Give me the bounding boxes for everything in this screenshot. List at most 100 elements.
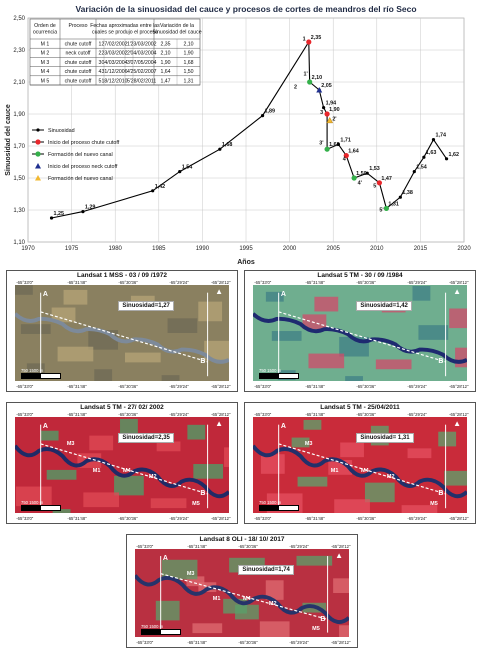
table-cell: M 2	[41, 51, 50, 57]
coordinate-label-bottom: -65°29'24"	[169, 384, 189, 389]
legend-label: Inicio del proceso chute cutoff	[48, 140, 120, 146]
chart-axes: 1,10 1,30 1,50 1,70 1,90 2,10 2,30 2,50 1970 1975…	[13, 16, 471, 252]
coordinate-label-top: -65°28'12"	[331, 544, 351, 549]
coordinate-label-bottom: -65°30'36"	[118, 384, 138, 389]
table-cell: chute cutoff	[65, 78, 92, 84]
meander-label: M4	[361, 467, 369, 474]
field-patch	[161, 559, 198, 580]
data-label: 1,64	[348, 149, 359, 155]
table-cell: 3'	[127, 60, 131, 66]
scale-bar	[21, 505, 61, 511]
data-label: 1,54	[182, 165, 193, 171]
meander-label: M4	[123, 467, 131, 474]
field-patch	[156, 441, 181, 452]
scale-label: 750 1500 m	[21, 368, 44, 373]
table-cell: 1'	[127, 42, 131, 48]
y-tick-label: 1,30	[13, 208, 25, 214]
satellite-image	[15, 285, 229, 381]
chart-title: Variación de la sinuosidad del cauce y p…	[75, 4, 416, 14]
chute-start-marker	[324, 111, 330, 117]
field-patch	[375, 359, 412, 370]
chart-series: 1,25 1,29 1,42 1,54 1,68 1,89 2,35 2,10 2,05 1,94…	[49, 35, 459, 220]
table-cell: 3	[99, 60, 102, 66]
coordinate-label-bottom: -65°33'0"	[136, 640, 154, 645]
legend-triangle-swatch	[35, 175, 41, 181]
field-patch	[297, 476, 328, 487]
neck-new-marker	[326, 116, 334, 124]
table-cell: 1,47	[160, 78, 170, 84]
field-patch	[412, 285, 431, 301]
field-patch	[265, 291, 284, 302]
table-cell: 4'	[127, 69, 131, 75]
scale-label: 750 1500 m	[21, 500, 44, 505]
data-point	[178, 170, 182, 174]
coordinate-label-top: -65°33'0"	[16, 412, 34, 417]
field-patch	[314, 296, 339, 312]
data-label: 1,42	[155, 184, 166, 190]
process-point-label: 3	[320, 110, 323, 116]
meander-label: M2	[268, 601, 277, 608]
data-label: 1,31	[388, 201, 399, 207]
coordinate-label-bottom: -65°31'48"	[305, 384, 325, 389]
data-point	[322, 106, 326, 110]
data-point	[151, 189, 155, 193]
table-header-cell: Orden de ocurrencia	[33, 23, 57, 36]
table-cell: 04/03/2004	[102, 60, 128, 66]
field-patch	[26, 363, 45, 374]
y-tick-label: 2,50	[13, 16, 25, 22]
scale-label: 750 1500 m	[259, 500, 282, 505]
point-a-label: A	[42, 423, 48, 430]
field-patch	[150, 498, 187, 509]
coordinate-label-top: -65°30'36"	[118, 412, 138, 417]
measurement-line	[40, 311, 208, 363]
coordinate-label-top: -65°31'48"	[67, 280, 87, 285]
process-point-label: 1'	[304, 72, 308, 78]
field-patch	[345, 376, 363, 381]
neck-start-marker	[316, 87, 323, 93]
coordinate-label-bottom: -65°33'0"	[16, 384, 34, 389]
field-patch	[52, 509, 71, 513]
scale-label: 750 1500 m	[259, 368, 282, 373]
x-tick-label: 1975	[65, 246, 79, 252]
coordinate-label-top: -65°31'48"	[67, 412, 87, 417]
north-arrow-icon: ▲	[453, 287, 461, 296]
data-label: 1,25	[54, 211, 65, 217]
table-cell: neck cutoff	[66, 51, 92, 57]
field-patch	[124, 352, 161, 363]
river-channel	[253, 444, 467, 499]
meander-label: M4	[243, 595, 251, 602]
table-header-cell: Variación de la Sinuosidad del cauce	[152, 23, 201, 36]
coordinate-label-bottom: -65°30'36"	[356, 516, 376, 521]
field-patch	[334, 499, 370, 513]
field-patch	[308, 353, 345, 369]
panel-title: Landsat 5 TM - 30 / 09 /1984	[317, 272, 403, 279]
point-a-label: A	[280, 423, 286, 430]
coordinate-label-top: -65°28'12"	[449, 412, 469, 417]
field-patch	[449, 308, 467, 329]
field-patch	[235, 604, 259, 620]
process-point-label: 5'	[379, 208, 383, 214]
scale-bar	[141, 629, 181, 635]
y-tick-label: 2,30	[13, 48, 25, 54]
scale-bar	[21, 373, 61, 379]
meander-label: M1	[92, 467, 101, 474]
meander-label: M2	[148, 473, 157, 480]
sinuosity-chart: Variación de la sinuosidad del cauce y p…	[5, 4, 471, 266]
chart-legend: Sinuosidad Inicio del proceso chute cutof…	[32, 128, 120, 182]
meander-label: M1	[330, 467, 339, 474]
landsat-panel: Landsat 5 TM - 25/04/2011 Sinuosidad= 1,…	[244, 402, 476, 524]
x-tick-label: 2000	[283, 246, 297, 252]
data-label: 1,68	[329, 142, 340, 148]
panel-title: Landsat 8 OLI - 18/ 10/ 2017	[199, 536, 285, 543]
coordinate-label-top: -65°30'36"	[356, 412, 376, 417]
x-tick-label: 1970	[21, 246, 35, 252]
x-tick-label: 1990	[196, 246, 210, 252]
coordinate-label-bottom: -65°28'12"	[211, 384, 231, 389]
x-axis-label: Años	[237, 259, 255, 266]
chute-start-marker	[306, 39, 312, 45]
data-label: 1,63	[426, 150, 437, 156]
legend-label: Sinuosidad	[48, 128, 75, 134]
table-cell: M 3	[41, 60, 50, 66]
scale-label: 750 1500 m	[141, 624, 164, 629]
x-tick-label: 2015	[414, 246, 428, 252]
